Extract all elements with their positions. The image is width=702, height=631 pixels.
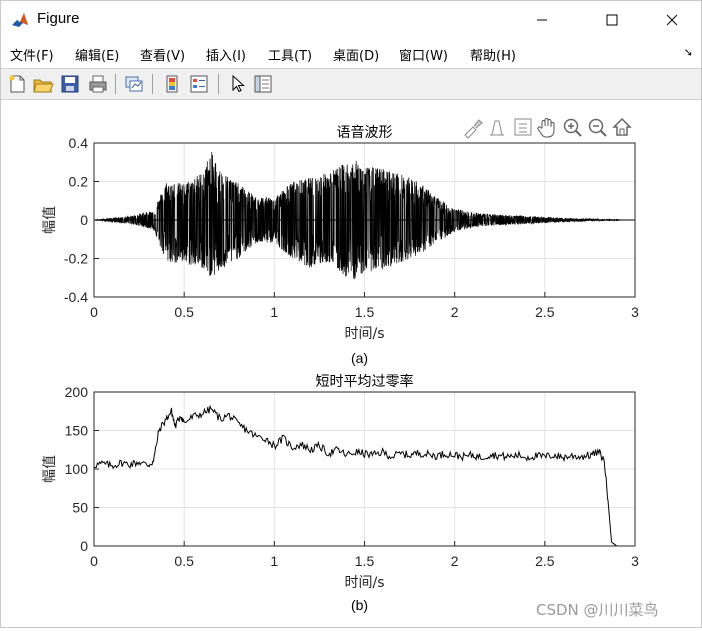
matlab-logo-icon [11, 11, 29, 29]
print-icon[interactable] [87, 73, 109, 95]
zcr-line [93, 404, 626, 547]
y-tick-label: 200 [65, 384, 89, 400]
dock-arrow-icon[interactable]: ➘ [683, 46, 693, 59]
menu-edit[interactable]: 编辑(E) [75, 49, 120, 64]
menu-tools[interactable]: 工具(T) [268, 49, 313, 64]
menu-file[interactable]: 文件(F) [10, 49, 54, 64]
insert-colorbar-icon[interactable] [161, 73, 183, 95]
y-tick-label: 100 [65, 461, 89, 477]
y-tick-label: 0.2 [69, 174, 89, 190]
y-tick-label: 50 [72, 500, 88, 516]
data-tips-icon[interactable] [490, 120, 504, 136]
menu-insert[interactable]: 插入(I) [206, 49, 246, 64]
close-button[interactable] [649, 1, 695, 39]
x-tick-label: 0.5 [174, 304, 194, 320]
minimize-icon [537, 19, 547, 21]
x-tick-label: 0.5 [174, 553, 194, 569]
pan-icon[interactable] [537, 118, 555, 138]
x-axis-label: 时间/s [344, 326, 384, 342]
x-tick-label: 2.5 [535, 553, 555, 569]
insert-legend-icon[interactable] [188, 73, 210, 95]
menu-bar: 文件(F) 编辑(E) 查看(V) 插入(I) 工具(T) 桌面(D) 窗口(W… [1, 41, 701, 67]
toolbar-separator [152, 74, 153, 94]
x-tick-label: 1.5 [355, 553, 375, 569]
legend-toggle-icon[interactable] [514, 118, 532, 136]
property-inspector-icon[interactable] [252, 73, 274, 95]
x-tick-label: 3 [631, 553, 639, 569]
toolbar-separator [115, 74, 116, 94]
axes-frame [93, 142, 636, 298]
window-title: Figure [37, 10, 80, 27]
minimize-button[interactable] [519, 1, 565, 39]
menu-window[interactable]: 窗口(W) [399, 49, 448, 64]
close-icon [666, 14, 678, 26]
x-tick-label: 1.5 [355, 304, 375, 320]
toolbar-separator [218, 74, 219, 94]
title-bar: Figure [1, 1, 701, 39]
x-tick-label: 2 [451, 553, 459, 569]
y-tick-label: 0 [80, 538, 88, 554]
home-icon[interactable] [612, 117, 632, 136]
x-tick-label: 2.5 [535, 304, 555, 320]
y-tick-label: 0 [80, 212, 88, 228]
y-tick-label: 0.4 [69, 135, 89, 151]
x-tick-label: 3 [631, 304, 639, 320]
axes-frame [93, 391, 636, 547]
figure-toolbar [1, 68, 701, 100]
plot-area: 0 0.5 1 1.5 2 2.5 3 -0.4 -0.2 0 0.2 0.4 语音波形时间/s 幅值 (a… [1, 100, 701, 627]
zoom-out-icon[interactable] [588, 118, 607, 137]
new-figure-icon[interactable] [6, 73, 28, 95]
menu-view[interactable]: 查看(V) [140, 49, 186, 64]
x-tick-label: 0 [90, 304, 98, 320]
menu-desktop[interactable]: 桌面(D) [333, 49, 380, 64]
y-tick-label: -0.2 [64, 251, 88, 267]
x-tick-label: 1 [270, 553, 278, 569]
x-tick-label: 0 [90, 553, 98, 569]
y-tick-label: 150 [65, 423, 89, 439]
watermark: CSDN @川川菜鸟 [536, 601, 659, 619]
link-plot-icon[interactable] [123, 73, 145, 95]
x-tick-label: 1 [270, 304, 278, 320]
x-tick-label: 2 [451, 304, 459, 320]
y-axis-label: 幅值 [42, 455, 58, 483]
select-arrow-icon[interactable] [226, 73, 248, 95]
axes-toolbar [464, 117, 632, 139]
waveform-line [93, 151, 635, 280]
maximize-button[interactable] [589, 1, 635, 39]
axes-title: 语音波形 [337, 124, 393, 141]
maximize-icon [606, 14, 618, 26]
zoom-in-icon[interactable] [563, 118, 582, 137]
open-file-icon[interactable] [32, 73, 54, 95]
y-axis-label: 幅值 [42, 206, 58, 234]
axes-caption: (a) [351, 350, 368, 366]
menu-help[interactable]: 帮助(H) [470, 49, 516, 64]
x-axis-label: 时间/s [344, 575, 384, 591]
save-icon[interactable] [59, 73, 81, 95]
axes-caption: (b) [351, 597, 368, 613]
y-tick-label: -0.4 [64, 289, 88, 305]
brush-icon[interactable] [464, 119, 483, 139]
axes-title: 短时平均过零率 [316, 373, 414, 390]
